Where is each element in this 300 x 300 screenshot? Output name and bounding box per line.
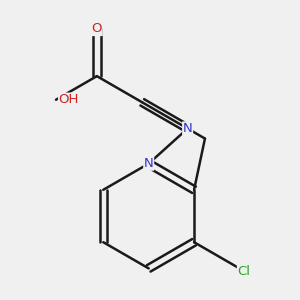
Text: Cl: Cl xyxy=(238,265,250,278)
Text: OH: OH xyxy=(58,93,79,106)
Text: O: O xyxy=(92,22,102,35)
Text: N: N xyxy=(183,122,193,135)
Text: N: N xyxy=(144,157,154,170)
